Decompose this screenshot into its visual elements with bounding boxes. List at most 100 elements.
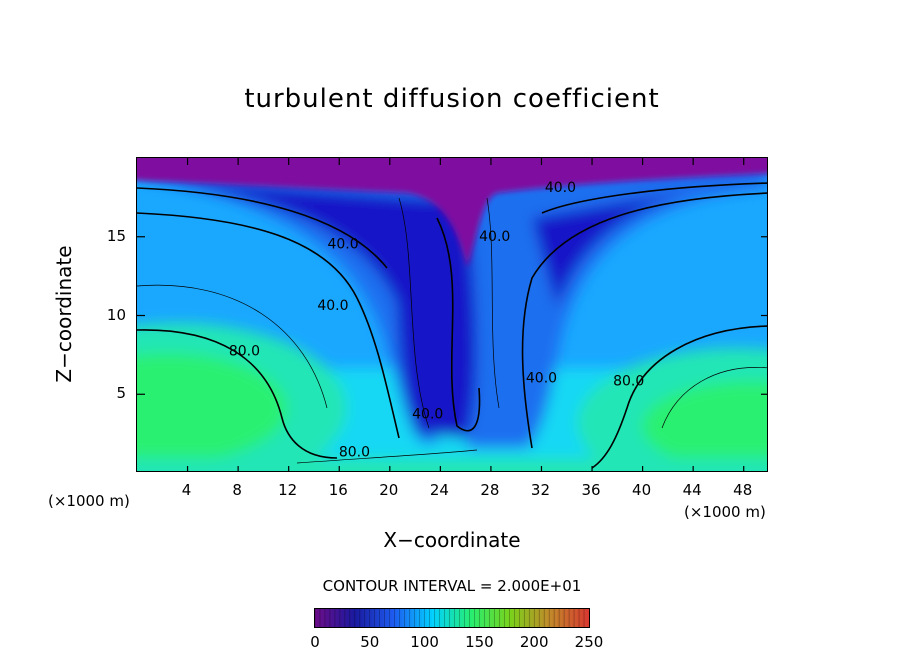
colorbar-swatch-24 [374,609,378,627]
colorbar-swatch-83 [521,609,525,627]
contour-label-0: 40.0 [545,180,576,196]
colorbar-swatch-96 [554,609,557,627]
colorbar-swatch-54 [449,609,453,627]
colorbar-swatch-5 [327,609,331,627]
colorbar-swatch-3 [322,609,326,627]
colorbar-swatch-46 [429,609,433,627]
x-tick-label-8: 36 [581,481,601,499]
colorbar-swatch-17 [357,609,361,627]
colorbar-swatch-91 [541,609,545,627]
colorbar-swatch-50 [439,609,443,627]
colorbar-swatch-76 [504,609,508,627]
colorbar-swatch-56 [454,609,458,627]
colorbar-swatch-67 [481,609,485,627]
colorbar-swatch-77 [506,609,510,627]
colorbar-swatch-12 [344,609,348,627]
colorbar-swatch-16 [354,609,358,627]
colorbar-swatch-31 [392,609,396,627]
x-tick-label-5: 24 [429,481,449,499]
contour-label-1: 40.0 [327,237,358,253]
colorbar-swatch-89 [536,609,540,627]
colorbar-swatch-38 [409,609,413,627]
colorbar-swatch-43 [422,609,425,627]
colorbar-swatch-21 [367,609,371,627]
x-unit-left: (×1000 m) [48,492,130,510]
field-top-group [137,158,767,268]
colorbar-swatch-82 [519,609,523,627]
colorbar-tick-label-5: 250 [574,633,604,651]
y-tick-label-0: 5 [116,384,126,403]
colorbar-swatch-107 [581,609,585,627]
colorbar-swatch-69 [486,609,490,627]
colorbar-tick-label-1: 50 [360,633,380,651]
colorbar-swatch-86 [529,609,533,627]
colorbar-swatch-88 [534,609,537,627]
contour-line-6 [591,325,767,469]
colorbar-swatch-74 [499,609,503,627]
field-bottom-strip [137,458,767,471]
y-tick-label-2: 15 [106,226,126,245]
colorbar-swatch-10 [339,609,343,627]
colorbar-swatch-6 [329,609,333,627]
colorbar-swatch-92 [544,609,547,627]
colorbar-swatch-64 [474,609,478,627]
colorbar-swatch-108 [584,609,587,627]
colorbar-swatch-14 [349,609,353,627]
colorbar-swatch-62 [469,609,473,627]
contour-label-5: 40.0 [412,407,443,423]
x-axis-label: X−coordinate [383,528,521,552]
contour-label-2: 40.0 [317,298,348,314]
contour-line-11 [296,449,478,464]
colorbar-swatch-1 [317,609,321,627]
colorbar-swatch-85 [526,609,530,627]
colorbar-swatch-53 [447,609,450,627]
colorbar-swatch-9 [337,609,341,627]
contour-line-10 [486,197,500,409]
colorbar-swatch-105 [576,609,580,627]
plot-area: 40.0 40.0 40.0 40.0 40.0 40.0 80.0 80.0 80.0 [136,157,768,472]
colorbar-swatch-11 [342,609,346,627]
colorbar-tick-label-4: 200 [519,633,549,651]
colorbar-swatch-80 [514,609,518,627]
x-tick-label-10: 44 [682,481,702,499]
contour-line-layer [137,182,767,469]
colorbar-swatch-33 [397,609,400,627]
contour-label-3: 40.0 [479,229,510,245]
colorbar-swatch-40 [414,609,418,627]
colorbar-swatch-63 [471,609,475,627]
colorbar-swatch-55 [452,609,455,627]
colorbar-swatch-35 [402,609,405,627]
contour-label-7: 80.0 [613,374,644,390]
colorbar-swatch-44 [424,609,428,627]
colorbar-swatch-57 [456,609,460,627]
contour-label-4: 40.0 [526,371,557,387]
x-unit-right: (×1000 m) [684,503,766,521]
x-tick-label-2: 12 [278,481,298,499]
colorbar-gradient [314,609,590,627]
x-tick-label-11: 48 [733,481,753,499]
colorbar-swatch-27 [382,609,386,627]
colorbar-swatch-106 [579,609,582,627]
colorbar-tick-label-2: 100 [410,633,439,651]
colorbar-swatch-52 [444,609,448,627]
contour-line-3 [137,284,328,409]
colorbar-swatch-70 [489,609,493,627]
colorbar-swatch-75 [501,609,505,627]
colorbar-swatch-109 [586,609,590,627]
field-green-left [137,353,287,463]
color-fill-layer [137,158,767,471]
x-tick-label-9: 40 [632,481,652,499]
contour-line-4 [541,182,767,214]
x-tick-label-7: 32 [530,481,551,499]
x-tick-label-1: 8 [232,481,242,499]
colorbar-swatch-58 [459,609,463,627]
contour-line-2 [137,329,338,459]
contour-interval-text: CONTOUR INTERVAL = 2.000E+01 [322,577,582,595]
colorbar-swatch-25 [377,609,381,627]
colorbar-swatch-79 [511,609,515,627]
colorbar-swatch-41 [417,609,420,627]
colorbar-swatch-78 [509,609,513,627]
contour-label-6: 80.0 [229,344,260,360]
colorbar-swatch-48 [434,609,438,627]
colorbar-swatch-103 [571,609,575,627]
